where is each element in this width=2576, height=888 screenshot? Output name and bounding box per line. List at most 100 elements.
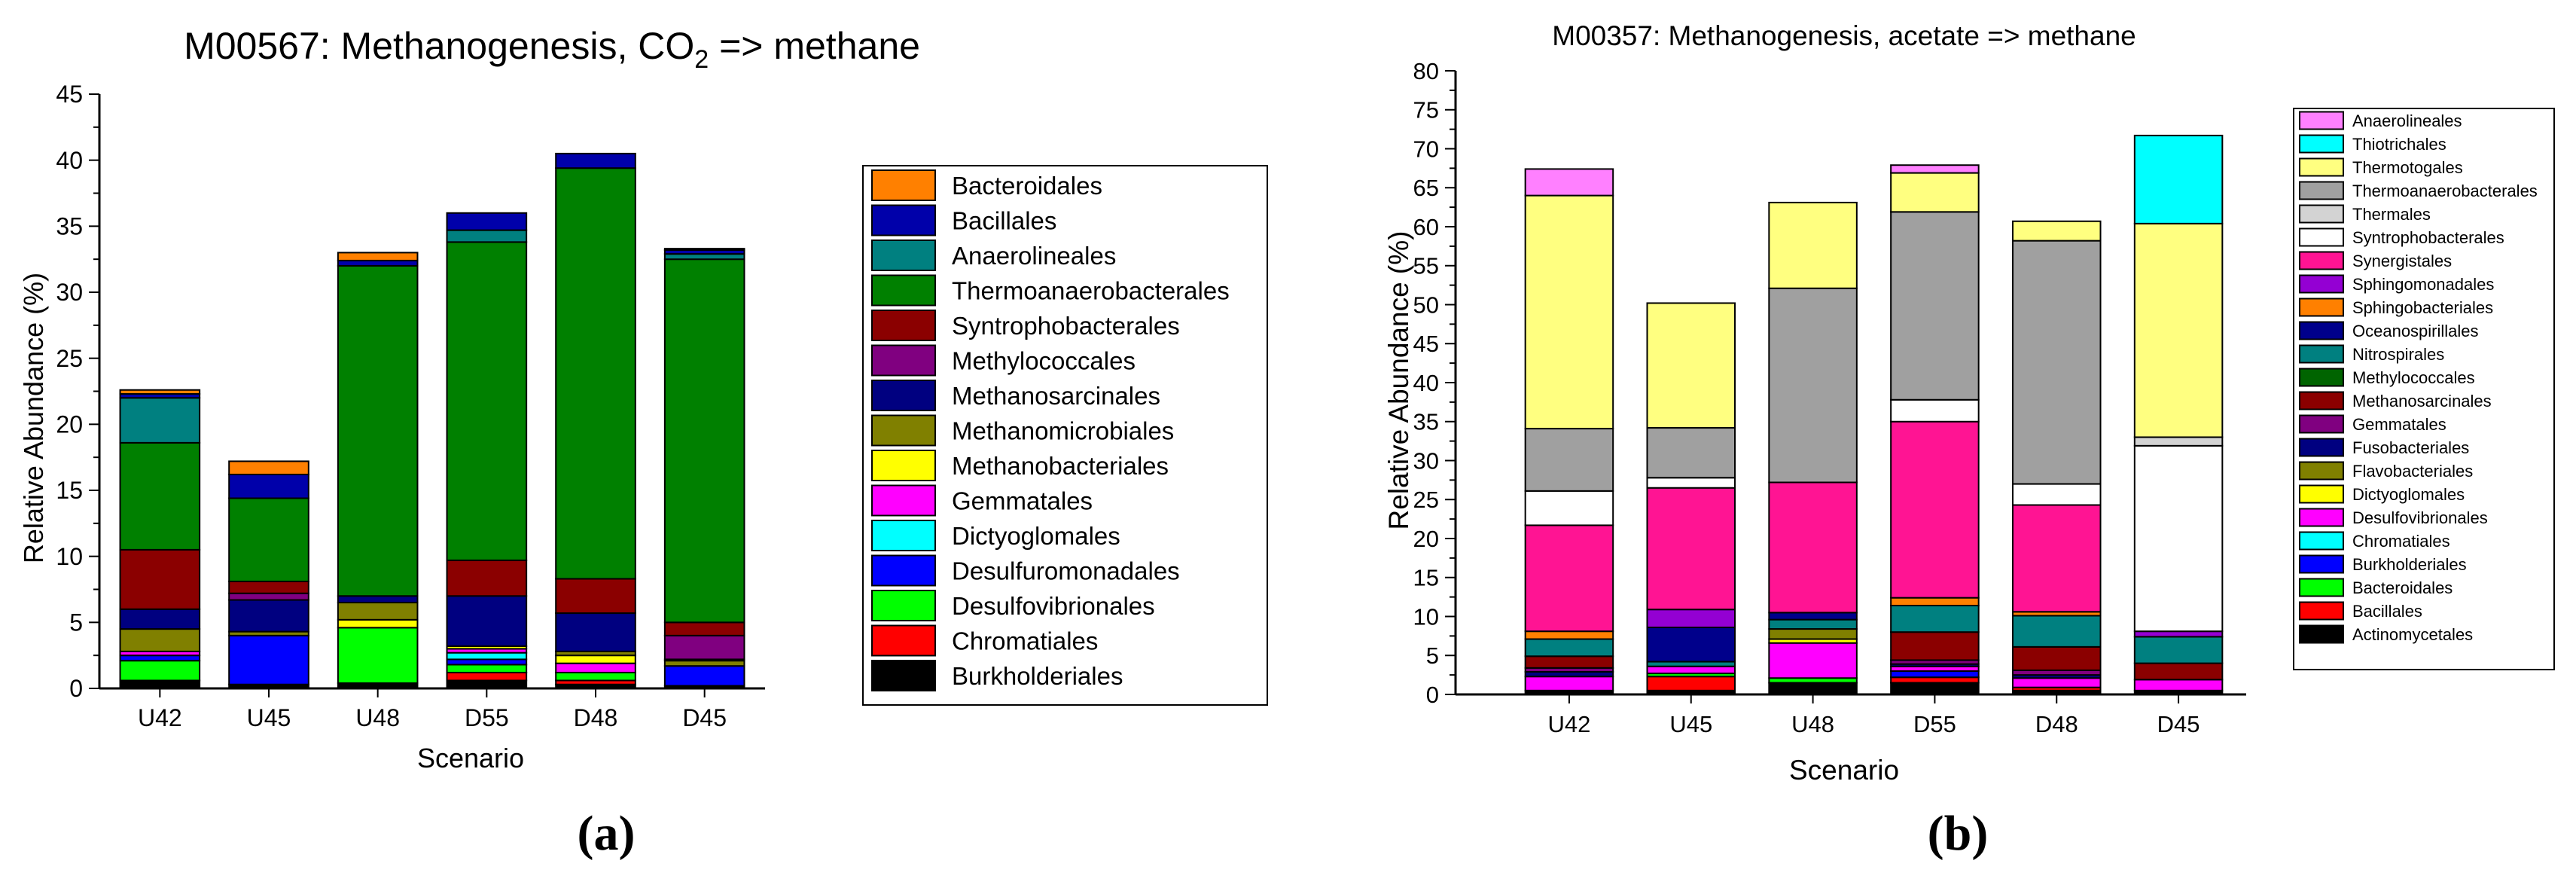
chart-a-bar-u42-methanomicrobiales [119,628,201,652]
chart-b-legend-swatch-methylococcales [2299,368,2344,387]
chart-b-bar-d45-thiotrichales [2133,134,2224,224]
chart-b-legend-label-synergistales: Synergistales [2352,252,2452,270]
chart-b-bar-u45-bacillales [1646,676,1736,691]
chart-b-legend-label-sphingomonadales: Sphingomonadales [2352,275,2494,294]
chart-a-legend-swatch-methanobacteriales [871,450,936,481]
chart-a-x-tick-label-d55: D55 [465,704,509,731]
chart-b-bar-d45-thermotogales [2133,222,2224,438]
chart-b-legend-label-bacteroidales: Bacteroidales [2352,578,2453,597]
chart-a-x-tick-label-d45: D45 [682,704,727,731]
chart-a-y-tick-label-10: 10 [56,543,83,570]
chart-b-legend-label-gemmatales: Gemmatales [2352,415,2446,434]
chart-b-bar-d55-thermoanaerobacterales [1890,211,1980,401]
chart-b-bar-u48-thermoanaerobacterales [1768,287,1858,484]
chart-a-bar-d45-methylococcales [663,634,745,661]
chart-b-y-tick-label-25: 25 [1413,487,1439,513]
chart-a-bar-d45-syntrophobacterales [663,621,745,636]
chart-b-bar-u48-thermotogales [1768,201,1858,289]
chart-b-x-axis-title: Scenario [1789,755,1899,786]
chart-a-bar-d55-thermoanaerobacterales [446,241,528,561]
chart-b-x-tick-label-d45: D45 [2157,711,2200,737]
chart-b-y-tick-label-60: 60 [1413,214,1439,240]
chart-a-legend-label-methanosarcinales: Methanosarcinales [952,382,1160,410]
chart-b-legend-swatch-sphingomonadales [2299,274,2344,294]
chart-b-bar-u48-flavobacteriales [1768,628,1858,640]
chart-a-bar-d48-bacillales [555,152,636,169]
chart-b-legend-swatch-actinomycetales [2299,624,2344,644]
chart-b-bar-d48-methanosarcinales [2011,645,2102,671]
chart-a-y-tick-label-40: 40 [56,147,83,174]
chart-a-legend-swatch-thermoanaerobacterales [871,274,936,307]
chart-a-bar-u48-methanomicrobiales [337,602,419,621]
chart-a-bar-u48-bacillales [337,259,419,267]
chart-a-bar-d48-desulfovibrionales [555,671,636,682]
chart-b-bar-d48-synergistales [2011,504,2102,613]
chart-b-legend-swatch-nitrospirales [2299,344,2344,364]
chart-a-legend-swatch-bacteroidales [871,169,936,201]
chart-b-legend-label-thermales: Thermales [2352,205,2431,224]
chart-b-legend-swatch-gemmatales [2299,414,2344,434]
chart-a-bar-u42-methanosarcinales [119,608,201,630]
panel-label-a: (a) [578,806,636,861]
chart-b-legend-label-desulfovibrionales: Desulfovibrionales [2352,508,2488,527]
chart-b-legend-swatch-bacillales [2299,601,2344,621]
chart-b-y-tick-label-80: 80 [1413,58,1439,84]
chart-a-bar-u48-thermoanaerobacterales [337,264,419,597]
chart-a-bar-u48-bacteroidales [337,252,419,261]
chart-a-bar-u45-thermoanaerobacterales [228,497,309,582]
chart-b-x-tick-label-u48: U48 [1791,711,1834,737]
chart-a-y-tick-label-20: 20 [56,411,83,438]
chart-a-bar-d55-dictyoglomales [446,652,528,661]
chart-b-legend-swatch-synergistales [2299,251,2344,270]
chart-b-bar-u42-thermotogales [1524,194,1614,430]
chart-a-bar-u42-syntrophobacterales [119,548,201,610]
chart-b-bar-d45-nitrospirales [2133,636,2224,664]
chart-a-bar-d45-anaerolineales [663,253,745,261]
chart-b-axes: U42 U45 U48 D55 D48 D45 0 5 10 15 20 25 30 35 40 45 50 55… [1413,58,2246,737]
chart-b-legend-swatch-thiotrichales [2299,134,2344,154]
chart-b-legend-swatch-desulfovibrionales [2299,508,2344,527]
chart-a-legend-label-methanobacteriales: Methanobacteriales [952,452,1169,480]
chart-a-bar-d45-thermoanaerobacterales [663,258,745,624]
chart-a-x-tick-label-u45: U45 [247,704,291,731]
chart-b-legend-label-fusobacteriales: Fusobacteriales [2352,438,2469,457]
chart-a-title-subscript: 2 [694,45,709,74]
chart-b-y-tick-label-45: 45 [1413,331,1439,357]
chart-a-bar-d55-desulfuromonadales [446,658,528,666]
chart-a-legend-label-syntrophobacterales: Syntrophobacterales [952,312,1180,340]
chart-b-bar-u45-sphingomonadales [1646,609,1736,628]
chart-b-bar-u42-methanosarcinales [1524,655,1614,669]
chart-b-bar-d55-sphingobacteriales [1890,597,1980,607]
chart-b-bar-d45-methanosarcinales [2133,662,2224,681]
chart-b-legend-label-thermotogales: Thermotogales [2352,158,2463,177]
chart-b-legend: Anaerolineales Thiotrichales Thermotogales… [2299,111,2538,644]
chart-b-bar-u48-oceanospirillales [1768,612,1858,621]
chart-a-bar-u48-desulfovibrionales [337,627,419,684]
chart-a-legend-label-burkholderiales: Burkholderiales [952,662,1123,690]
chart-a-bar-d48-syntrophobacterales [555,578,636,615]
chart-a-bar-d55-chromatiales [446,671,528,682]
chart-b-bar-d48-thermoanaerobacterales [2011,240,2102,485]
chart-a-x-tick-label-u42: U42 [138,704,182,731]
chart-b-legend-label-anaerolineales: Anaerolineales [2352,111,2462,130]
chart-b-legend-swatch-anaerolineales [2299,111,2344,130]
chart-b-y-tick-label-35: 35 [1413,409,1439,435]
chart-b-legend-label-oceanospirillales: Oceanospirillales [2352,322,2479,340]
chart-a-bar-d45-desulfuromonadales [663,665,745,687]
chart-a-legend-label-thermoanaerobacterales: Thermoanaerobacterales [952,276,1230,304]
chart-a-y-tick-label-15: 15 [56,477,83,504]
chart-a-legend-label-methylococcales: Methylococcales [952,346,1136,374]
chart-a-y-tick-label-25: 25 [56,345,83,372]
chart-a-bar-d48-methanosarcinales [555,612,636,652]
chart-a-bar-u42-bacteroidales [119,389,201,395]
chart-a-legend-swatch-bacillales [871,204,936,236]
chart-a-legend-swatch-anaerolineales [871,240,936,271]
chart-b-bar-u48-nitrospirales [1768,618,1858,630]
chart-b-legend-swatch-dictyoglomales [2299,484,2344,504]
chart-b-bar-u45-thermoanaerobacterales [1646,427,1736,479]
chart-a-title: M00567: Methanogenesis, CO2 => methane [184,25,920,74]
chart-b-bar-d45-sphingomonadales [2133,630,2224,638]
chart-a-axes: U42 U45 U48 D55 D48 D45 0 5 10 15 20 25 30 35 40 45 [56,81,765,731]
chart-b-bar-d45-syntrophobacterales [2133,444,2224,633]
chart-b-y-tick-label-10: 10 [1413,603,1439,630]
